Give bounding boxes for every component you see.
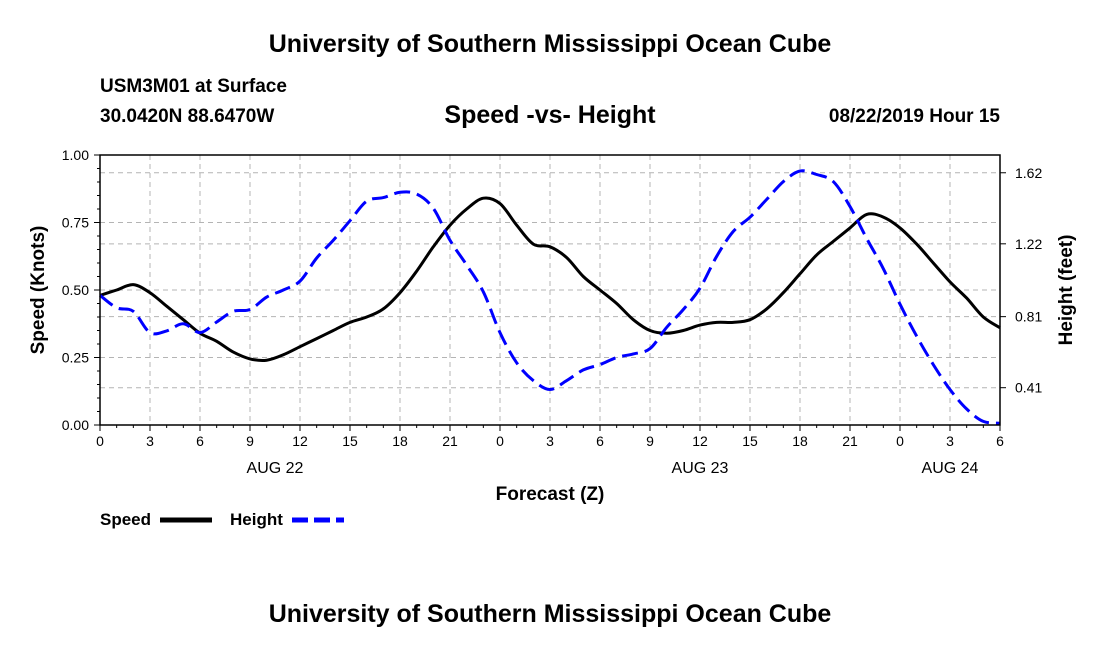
series-line-height: [99, 169, 1001, 425]
x-tick-label: 6: [996, 433, 1004, 449]
x-tick-label: 6: [196, 433, 204, 449]
x-tick-label: 0: [496, 433, 504, 449]
x-tick-label: 18: [792, 433, 808, 449]
y-axis-right-title: Height (feet): [1056, 235, 1077, 346]
date-label: AUG 24: [922, 460, 979, 477]
grid: [100, 155, 1000, 425]
x-tick-label: 6: [596, 433, 604, 449]
legend: Speed Height: [100, 510, 344, 529]
x-tick-label: 21: [442, 433, 458, 449]
y-tick-label-left: 0.00: [62, 417, 89, 433]
legend-label-height: Height: [230, 510, 283, 529]
x-tick-label: 21: [842, 433, 858, 449]
y-tick-label-right: 0.81: [1015, 309, 1042, 325]
chart-title: Speed -vs- Height: [444, 101, 656, 129]
x-tick-label: 15: [342, 433, 358, 449]
y-tick-label-left: 1.00: [62, 147, 89, 163]
page-title: University of Southern Mississippi Ocean…: [268, 30, 832, 58]
x-tick-label: 3: [546, 433, 554, 449]
x-tick-label: 0: [896, 433, 904, 449]
y-axis-left-title: Speed (Knots): [28, 226, 49, 355]
date-label: AUG 22: [247, 460, 304, 477]
y-tick-label-right: 1.22: [1015, 236, 1042, 252]
x-axis-title: Forecast (Z): [496, 484, 605, 505]
series-line-speed: [99, 196, 1001, 362]
x-tick-label: 3: [946, 433, 954, 449]
footer-title: University of Southern Mississippi Ocean…: [268, 600, 832, 628]
forecast-datetime: 08/22/2019 Hour 15: [828, 106, 1000, 127]
tick-labels: 0 3 6 9 12 15 18 21 0 3 6 9 12 15 18 21 0 3 6 AUG 22 AUG 23 A…: [62, 147, 1043, 477]
coordinates-label: 30.0420N 88.6470W: [100, 106, 275, 127]
x-tick-label: 15: [742, 433, 758, 449]
y-tick-label-left: 0.75: [62, 215, 89, 231]
x-tick-label: 9: [246, 433, 254, 449]
ticks: [94, 154, 1006, 431]
x-tick-label: 18: [392, 433, 408, 449]
y-tick-label-left: 0.25: [62, 350, 89, 366]
series-layer: [99, 169, 1001, 425]
x-tick-label: 0: [96, 433, 104, 449]
date-label: AUG 23: [672, 460, 729, 477]
x-tick-label: 12: [292, 433, 308, 449]
x-tick-label: 12: [692, 433, 708, 449]
y-tick-label-left: 0.50: [62, 282, 89, 298]
x-tick-label: 9: [646, 433, 654, 449]
y-tick-label-right: 1.62: [1015, 165, 1042, 181]
y-tick-label-right: 0.41: [1015, 380, 1042, 396]
station-label: USM3M01 at Surface: [100, 76, 287, 97]
legend-label-speed: Speed: [100, 510, 151, 529]
x-tick-label: 3: [146, 433, 154, 449]
